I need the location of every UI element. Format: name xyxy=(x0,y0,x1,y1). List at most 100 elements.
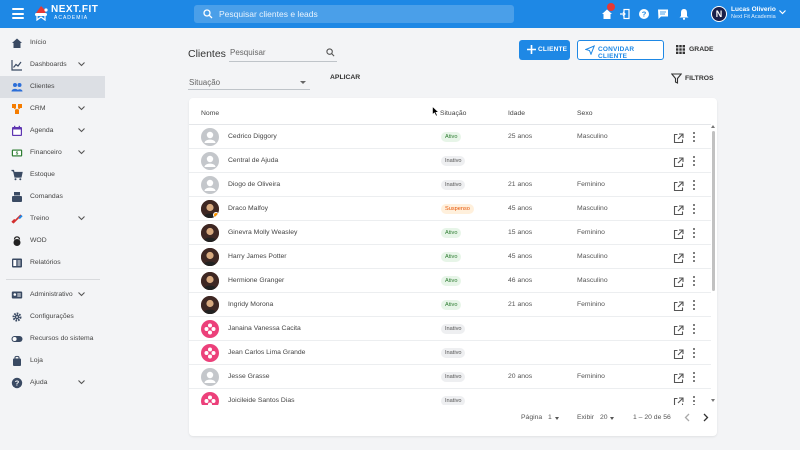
client-name[interactable]: Hermione Granger xyxy=(228,277,285,284)
table-row[interactable]: Janaina Vanessa Cacita Inativo xyxy=(189,317,711,341)
menu-icon[interactable] xyxy=(12,8,24,19)
table-row[interactable]: Central de Ajuda Inativo xyxy=(189,149,711,173)
client-name[interactable]: Harry James Potter xyxy=(228,253,287,260)
chat-icon[interactable] xyxy=(656,7,670,21)
table-row[interactable]: Draco Malfoy Suspenso 45 anos Masculino xyxy=(189,197,711,221)
sidebar-item-treino[interactable]: Treino xyxy=(0,208,105,230)
previous-page-icon[interactable] xyxy=(684,413,690,422)
user-organization[interactable]: Next Fit Academia xyxy=(731,14,776,20)
client-name[interactable]: Central de Ajuda xyxy=(228,157,279,164)
client-name[interactable]: Jean Carlos Lima Grande xyxy=(228,349,306,356)
next-page-icon[interactable] xyxy=(703,413,709,422)
client-name[interactable]: Ingridy Morona xyxy=(228,301,274,308)
help-icon[interactable]: ? xyxy=(637,7,651,21)
open-external-icon[interactable] xyxy=(673,323,684,341)
column-header-sex[interactable]: Sexo xyxy=(577,110,593,117)
sidebar-item-wod[interactable]: WOD xyxy=(0,230,105,252)
sidebar-item-relatorios[interactable]: Relatórios xyxy=(0,252,105,274)
open-external-icon[interactable] xyxy=(673,395,684,405)
more-options-icon[interactable] xyxy=(693,180,696,190)
more-options-icon[interactable] xyxy=(693,156,696,166)
sidebar-item-agenda[interactable]: Agenda xyxy=(0,120,105,142)
column-header-age[interactable]: Idade xyxy=(508,110,526,117)
global-search-input[interactable]: Pesquisar clientes e leads xyxy=(194,5,514,23)
more-options-icon[interactable] xyxy=(693,396,696,405)
page-select[interactable]: 1 xyxy=(548,414,552,421)
chevron-down-icon[interactable] xyxy=(78,106,85,111)
more-options-icon[interactable] xyxy=(693,324,696,334)
per-page-caret-icon[interactable] xyxy=(610,417,614,420)
open-external-icon[interactable] xyxy=(673,131,684,149)
table-row[interactable]: Hermione Granger Ativo 46 anos Masculino xyxy=(189,269,711,293)
sidebar-item-estoque[interactable]: Estoque xyxy=(0,164,105,186)
login-icon[interactable] xyxy=(618,7,632,21)
user-avatar[interactable]: N xyxy=(711,6,727,22)
chevron-down-icon[interactable] xyxy=(78,128,85,133)
more-options-icon[interactable] xyxy=(693,348,696,358)
chevron-down-icon[interactable] xyxy=(779,10,786,15)
add-client-button[interactable]: CLIENTE xyxy=(519,40,570,60)
table-row[interactable]: Ginevra Molly Weasley Ativo 15 anos Feminin… xyxy=(189,221,711,245)
sidebar-item-loja[interactable]: Loja xyxy=(0,350,105,372)
open-external-icon[interactable] xyxy=(673,179,684,197)
table-row[interactable]: Jean Carlos Lima Grande Inativo xyxy=(189,341,711,365)
home-icon[interactable] xyxy=(600,7,614,21)
client-search-input[interactable]: Pesquisar xyxy=(229,44,337,62)
sidebar-item-ajuda[interactable]: ? Ajuda xyxy=(0,372,105,394)
more-options-icon[interactable] xyxy=(693,228,696,238)
open-external-icon[interactable] xyxy=(673,227,684,245)
sidebar-item-inicio[interactable]: Início xyxy=(0,32,105,54)
chevron-down-icon[interactable] xyxy=(78,216,85,221)
sidebar-item-crm[interactable]: CRM xyxy=(0,98,105,120)
more-options-icon[interactable] xyxy=(693,276,696,286)
sidebar-item-configuracoes[interactable]: Configurações xyxy=(0,306,105,328)
client-name[interactable]: Draco Malfoy xyxy=(228,205,269,212)
client-name[interactable]: Jesse Grasse xyxy=(228,373,270,380)
chevron-down-icon[interactable] xyxy=(78,292,85,297)
app-logo[interactable]: NEXT.FIT ACADEMIA xyxy=(34,5,124,23)
table-row[interactable]: Harry James Potter Ativo 45 anos Masculino xyxy=(189,245,711,269)
open-external-icon[interactable] xyxy=(673,251,684,269)
open-external-icon[interactable] xyxy=(673,275,684,293)
client-name[interactable]: Cedrico Diggory xyxy=(228,133,277,140)
chevron-down-icon[interactable] xyxy=(78,150,85,155)
scrollbar-thumb[interactable] xyxy=(712,131,715,291)
more-options-icon[interactable] xyxy=(693,204,696,214)
per-page-select[interactable]: 20 xyxy=(600,414,608,421)
apply-button[interactable]: APLICAR xyxy=(330,74,361,81)
more-options-icon[interactable] xyxy=(693,132,696,142)
open-external-icon[interactable] xyxy=(673,203,684,221)
table-row[interactable]: Diogo de Oliveira Inativo 21 anos Feminino xyxy=(189,173,711,197)
open-external-icon[interactable] xyxy=(673,347,684,365)
open-external-icon[interactable] xyxy=(673,371,684,389)
table-row[interactable]: Jesse Grasse Inativo 20 anos Feminino xyxy=(189,365,711,389)
open-external-icon[interactable] xyxy=(673,155,684,173)
scroll-up-arrow[interactable] xyxy=(711,125,715,128)
bell-icon[interactable] xyxy=(677,7,691,21)
sidebar-item-recursos[interactable]: Recursos do sistema xyxy=(0,328,105,350)
open-external-icon[interactable] xyxy=(673,299,684,317)
column-header-name[interactable]: Nome xyxy=(201,110,220,117)
sidebar-item-dashboards[interactable]: Dashboards xyxy=(0,54,105,76)
sidebar-item-administrativo[interactable]: Administrativo xyxy=(0,284,105,306)
table-row[interactable]: Cedrico Diggory Ativo 25 anos Masculino xyxy=(189,125,711,149)
sidebar-item-clientes[interactable]: Clientes xyxy=(0,76,105,98)
client-name[interactable]: Janaina Vanessa Cacita xyxy=(228,325,301,332)
sidebar-item-financeiro[interactable]: $ Financeiro xyxy=(0,142,105,164)
client-name[interactable]: Diogo de Oliveira xyxy=(228,181,281,188)
search-icon[interactable] xyxy=(326,48,335,57)
status-select[interactable]: Situação xyxy=(188,74,310,90)
table-row[interactable]: Ingridy Morona Ativo 21 anos Feminino xyxy=(189,293,711,317)
page-select-caret-icon[interactable] xyxy=(555,417,559,420)
user-name[interactable]: Lucas Oliverio xyxy=(731,6,776,13)
more-options-icon[interactable] xyxy=(693,372,696,382)
client-name[interactable]: Ginevra Molly Weasley xyxy=(228,229,298,236)
chevron-down-icon[interactable] xyxy=(78,380,85,385)
more-options-icon[interactable] xyxy=(693,300,696,310)
table-row[interactable]: Joicileide Santos Dias Inativo xyxy=(189,389,711,405)
client-name[interactable]: Joicileide Santos Dias xyxy=(228,397,295,404)
more-options-icon[interactable] xyxy=(693,252,696,262)
chevron-down-icon[interactable] xyxy=(78,62,85,67)
scroll-down-arrow[interactable] xyxy=(711,399,715,402)
invite-client-button[interactable]: CONVIDAR CLIENTE xyxy=(577,40,664,60)
